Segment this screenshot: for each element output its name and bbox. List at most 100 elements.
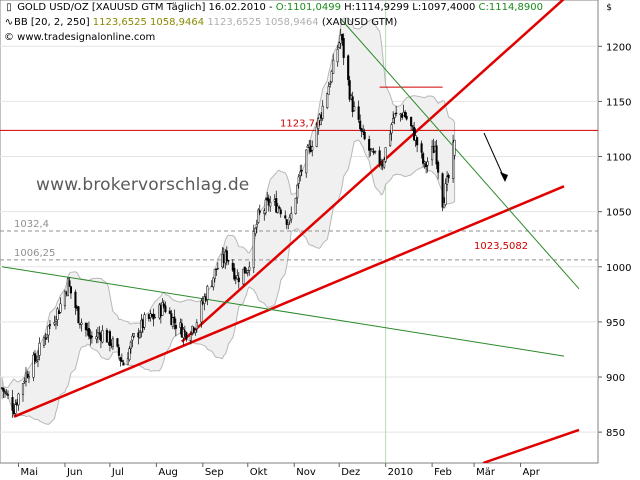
candle-body: [311, 146, 314, 151]
ohlc-high-label: H:: [344, 2, 356, 13]
candle-body: [357, 106, 360, 120]
candle-body: [206, 286, 209, 300]
x-tick-label: Apr: [523, 467, 541, 478]
candle-body: [426, 161, 429, 166]
candle-body: [446, 176, 449, 185]
candle-body: [101, 330, 104, 343]
candle-body: [63, 291, 66, 307]
currency-label: $: [606, 3, 612, 13]
candle-body: [444, 183, 447, 205]
long-term-green-line: [1, 266, 565, 357]
candle-body: [185, 332, 188, 340]
candle-body: [48, 324, 52, 326]
candle-body: [215, 268, 218, 271]
x-axis: Mai Jun Jul Aug Sep Okt Nov Dez 2010 Feb Mär Apr: [17, 463, 541, 478]
level-label: 1032,4: [14, 219, 49, 230]
candle-body: [27, 376, 31, 379]
candle-body: [336, 49, 339, 63]
candle-body: [116, 338, 119, 347]
candle-body: [284, 215, 287, 219]
x-tick-label: Jul: [111, 467, 124, 478]
x-tick-label: Feb: [434, 467, 452, 478]
candle-body: [47, 325, 50, 336]
candle-body: [153, 316, 156, 319]
candle-body: [38, 342, 41, 356]
candle-body: [2, 387, 5, 392]
copyright: © www.tradesignalonline.com: [4, 32, 156, 43]
y-tick-label: 850: [606, 428, 625, 439]
x-tick-label: 2010: [388, 467, 413, 478]
candle-body: [68, 280, 71, 287]
candle-body: [348, 80, 351, 100]
candle-body: [411, 125, 414, 127]
candle-body: [360, 128, 363, 132]
candle-body: [225, 250, 228, 262]
candle-body: [59, 303, 62, 313]
candle-body: [405, 115, 408, 120]
candle-body: [231, 262, 234, 271]
candle-body: [131, 335, 134, 341]
trendline-value-label: 1023,5082: [474, 241, 528, 252]
candle-body: [14, 404, 17, 414]
candle-body: [138, 332, 141, 338]
candle-body: [237, 277, 240, 283]
candle-body: [351, 96, 354, 112]
bb-value-1: 1123,6525: [92, 17, 147, 28]
instrument-title: GOLD USD/OZ [XAUUSD GTM Täglich] 16.02.2…: [17, 2, 273, 13]
candle-body: [111, 338, 114, 348]
ohlc-open-value: 1101,0499: [286, 2, 341, 13]
candle-body: [420, 143, 423, 153]
candle-body: [77, 306, 80, 324]
candle-body: [108, 331, 111, 346]
y-tick-label: 900: [606, 373, 625, 384]
bollinger-bands: [1, 17, 456, 425]
candle-body: [183, 330, 186, 332]
y-tick-label: 1050: [606, 208, 631, 219]
candle-body: [44, 337, 47, 340]
candle-body: [330, 71, 333, 83]
candle-body: [128, 348, 131, 360]
candle-body: [182, 329, 185, 339]
candle-body: [254, 227, 257, 234]
candle-body: [69, 286, 72, 294]
candle-body: [212, 277, 215, 288]
candle-body: [120, 360, 123, 362]
candle-body: [246, 270, 249, 273]
candle-body: [96, 332, 99, 338]
forecast-arrow: [483, 132, 506, 181]
candle-body: [119, 357, 122, 361]
forecast-arrowhead: [500, 172, 508, 182]
candle-body: [329, 83, 332, 85]
x-tick-label: Jun: [66, 467, 83, 478]
candle-body: [275, 198, 278, 213]
candle-body: [90, 336, 93, 338]
y-tick-label: 1000: [606, 263, 631, 274]
candle-body: [162, 303, 165, 307]
x-tick-label: Okt: [250, 467, 268, 478]
candle-body: [98, 332, 101, 335]
candle-body: [279, 209, 282, 215]
lower-trendline: [482, 428, 580, 463]
candle-body: [195, 322, 198, 329]
candle-body: [66, 278, 69, 297]
candle-body: [74, 291, 77, 308]
candle-body: [242, 268, 245, 285]
candle-body: [6, 394, 10, 396]
candlestick-icon: ▯: [6, 2, 12, 13]
candle-body: [359, 120, 362, 129]
candle-body: [257, 209, 260, 223]
candle-body: [173, 316, 176, 324]
candle-body: [315, 126, 318, 147]
candle-body: [347, 55, 350, 81]
candle-body: [245, 272, 248, 274]
candle-body: [423, 161, 426, 164]
candle-body: [437, 161, 440, 173]
bb-value-4: 1058,9464: [264, 17, 319, 28]
candle-body: [308, 144, 311, 148]
support-trendline: [13, 185, 565, 418]
header-line-2: ∿BB [20, 2, 250] 1123,6525 1058,9464 112…: [4, 17, 398, 28]
candle-body: [129, 341, 132, 350]
falling-green-line: [340, 18, 580, 290]
candle-body: [168, 310, 171, 314]
candle-body: [35, 360, 38, 363]
